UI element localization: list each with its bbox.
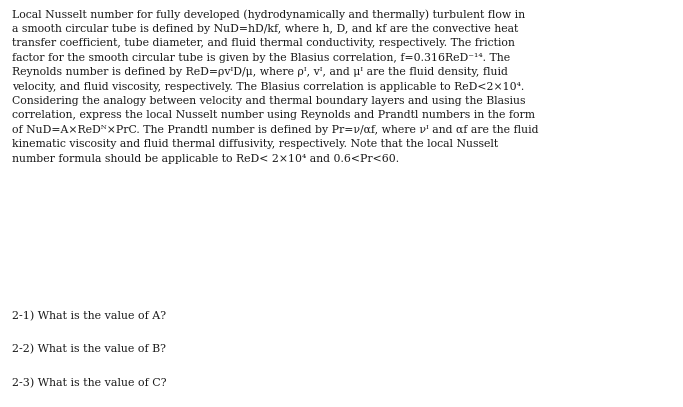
Text: 2-1) What is the value of A?: 2-1) What is the value of A? — [12, 311, 167, 322]
Text: 2-2) What is the value of B?: 2-2) What is the value of B? — [12, 344, 166, 354]
Text: Local Nusselt number for fully developed (hydrodynamically and thermally) turbul: Local Nusselt number for fully developed… — [12, 9, 539, 164]
Text: 2-3) What is the value of C?: 2-3) What is the value of C? — [12, 378, 167, 388]
